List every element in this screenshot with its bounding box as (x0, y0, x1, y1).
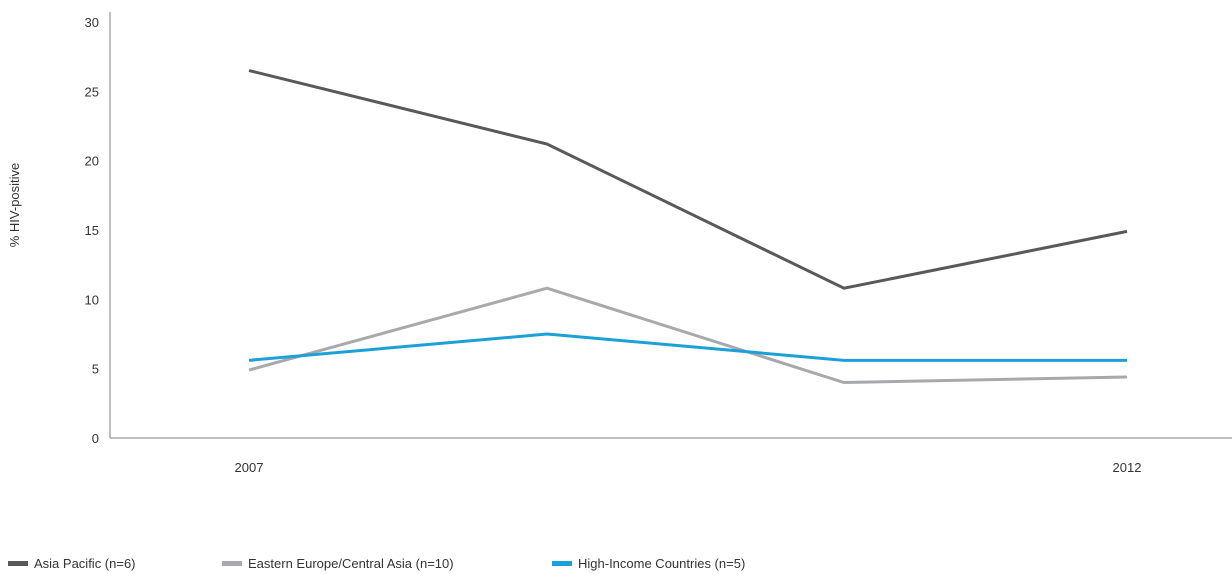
y-tick-label: 15 (85, 223, 99, 238)
legend-item-asia-pacific: Asia Pacific (n=6) (8, 556, 222, 571)
series-line-eastern-europe-central-asia (248, 286, 1128, 385)
legend-label-high-income: High-Income Countries (n=5) (578, 556, 746, 571)
x-tick-label: 2012 (1113, 460, 1142, 475)
legend-swatch-eastern-europe (222, 561, 242, 566)
y-tick-label: 20 (85, 154, 99, 169)
y-tick-label: 25 (85, 84, 99, 99)
y-axis-title: % HIV-positive (7, 163, 22, 248)
y-ticks: 0 5 10 15 20 25 30 (85, 15, 99, 446)
legend-item-eastern-europe: Eastern Europe/Central Asia (n=10) (222, 556, 552, 571)
y-tick-label: 10 (85, 292, 99, 307)
y-axis-title-group: % HIV-positive (7, 163, 22, 248)
legend-swatch-asia-pacific (8, 561, 28, 566)
axes (109, 12, 1232, 439)
x-ticks: 2007 2012 (235, 460, 1142, 475)
series-line-asia-pacific (248, 69, 1128, 290)
y-tick-label: 30 (85, 15, 99, 30)
x-tick-label: 2007 (235, 460, 264, 475)
y-tick-label: 5 (92, 362, 99, 377)
legend-label-asia-pacific: Asia Pacific (n=6) (34, 556, 136, 571)
y-tick-label: 0 (92, 431, 99, 446)
series-line-high-income-countries (248, 332, 1127, 362)
legend: Asia Pacific (n=6) Eastern Europe/Centra… (8, 556, 745, 571)
legend-swatch-high-income (552, 561, 572, 566)
legend-label-eastern-europe: Eastern Europe/Central Asia (n=10) (248, 556, 454, 571)
legend-item-high-income: High-Income Countries (n=5) (552, 556, 745, 571)
series-lines (248, 69, 1128, 385)
